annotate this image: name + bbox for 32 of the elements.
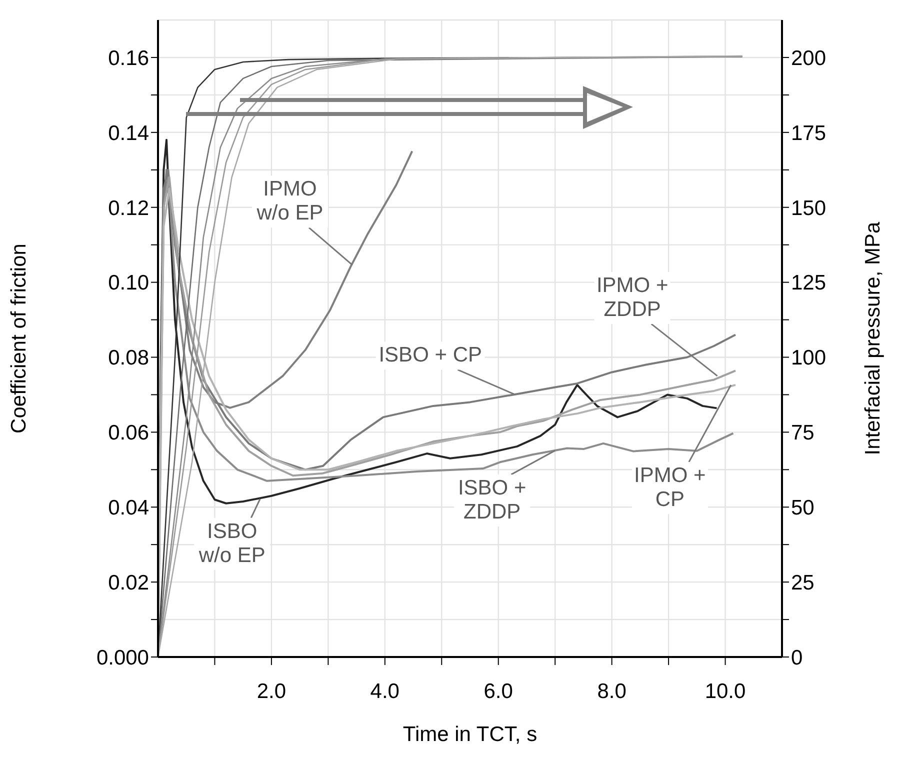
y-tick-label: 0.12: [108, 196, 149, 220]
y-axis-title: Coefficient of friction: [7, 244, 30, 434]
y-tick-label: 0.000: [96, 646, 149, 670]
annotation: IPMO w/o EP: [256, 178, 324, 225]
y-tick-label: 0.02: [108, 572, 149, 595]
x-tick-label: 4.0: [370, 680, 400, 703]
y2-tick-label: 125: [791, 272, 826, 295]
y2-tick-label: 175: [791, 122, 826, 145]
annotation: ISBO + CP: [378, 344, 482, 367]
y-tick-label: 0.04: [108, 496, 150, 520]
y2-tick-label: 25: [791, 572, 814, 595]
y2-axis-title: Interfacial pressure, MPa: [861, 221, 884, 456]
annotation: ISBO w/o EP: [198, 520, 266, 567]
y-tick-label: 0.08: [108, 346, 149, 370]
y-tick-label: 0.10: [108, 272, 149, 295]
x-tick-label: 8.0: [597, 680, 626, 703]
y2-tick-label: 50: [791, 496, 814, 520]
x-tick-label: 10.0: [704, 680, 746, 703]
y2-tick-label: 100: [791, 346, 826, 370]
y2-tick-label: 0: [791, 646, 803, 670]
x-axis-title: Time in TCT, s: [402, 723, 538, 746]
y2-tick-label: 150: [791, 196, 826, 220]
y2-tick-label: 75: [791, 422, 814, 445]
y2-tick-label: 200: [791, 46, 826, 70]
annotation: IPMO + CP: [634, 464, 706, 511]
annotation: ISBO + ZDDP: [458, 476, 526, 524]
y-tick-label: 0.14: [108, 122, 150, 145]
y-tick-label: 0.16: [108, 46, 149, 70]
annotation: IPMO + ZDDP: [596, 274, 668, 321]
x-tick-label: 2.0: [256, 680, 286, 703]
y-tick-label: 0.06: [108, 422, 149, 445]
x-tick-label: 6.0: [484, 680, 513, 703]
